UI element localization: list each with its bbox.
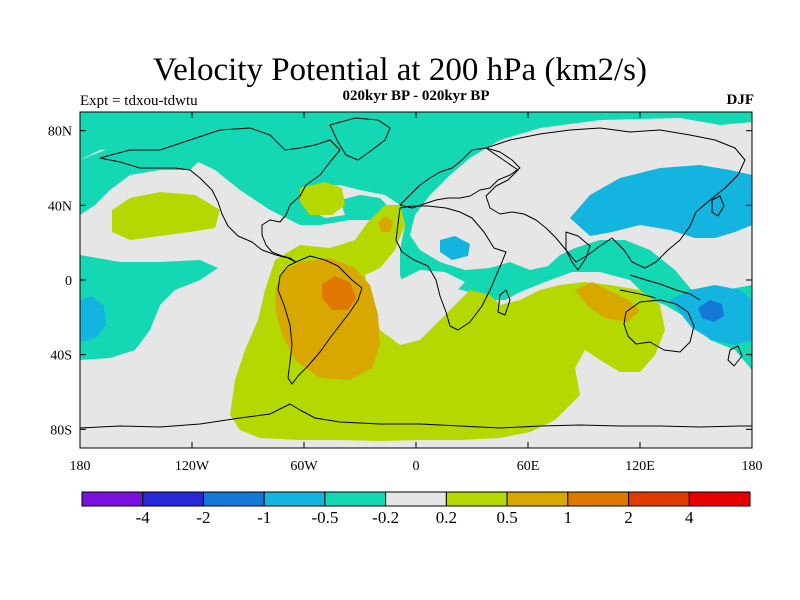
coast-asia bbox=[485, 127, 746, 269]
colorbar-label: 2 bbox=[624, 508, 633, 527]
coast-south-america bbox=[277, 255, 363, 385]
dark-orange-core-brazil bbox=[322, 276, 356, 310]
colorbar-label: -2 bbox=[196, 508, 210, 527]
y-tick-label: 0 bbox=[65, 274, 72, 289]
y-tick-label: 40S bbox=[50, 349, 72, 364]
colorbar-swatch bbox=[506, 491, 569, 507]
teal-region-northwest-lobe bbox=[80, 146, 200, 215]
neutral-holes bbox=[400, 180, 725, 302]
colorbar-label: 0.2 bbox=[436, 508, 457, 527]
coast-europe bbox=[399, 147, 521, 209]
x-tick-label: 180 bbox=[742, 459, 763, 474]
x-tick-label: 120E bbox=[625, 459, 655, 474]
colorbar-swatch bbox=[385, 491, 447, 507]
orange-region-south-america bbox=[275, 258, 380, 380]
colorbar-swatch bbox=[263, 491, 326, 507]
coast-north-america bbox=[99, 127, 341, 263]
y-tick-label: 80N bbox=[48, 125, 72, 140]
colorbar: -4 -2 -1 -0.5 -0.2 0.2 0.5 1 2 4 bbox=[81, 491, 751, 527]
colorbar-swatch bbox=[202, 491, 265, 507]
x-tick-label: 60W bbox=[290, 459, 318, 474]
teal-region-north-atlantic-arctic bbox=[80, 112, 752, 370]
neutral-hole-africa bbox=[400, 270, 465, 302]
coastlines bbox=[80, 117, 752, 429]
orange-region-australia bbox=[575, 282, 640, 322]
coast-japan bbox=[711, 195, 725, 217]
x-tick-label: 60E bbox=[517, 459, 540, 474]
green-region-north-america bbox=[300, 182, 345, 215]
dark-blue-core-west-pacific bbox=[698, 300, 724, 322]
colorbar-label: -0.5 bbox=[311, 508, 338, 527]
coast-madagascar bbox=[497, 289, 511, 316]
colorbar-swatch bbox=[445, 491, 508, 507]
chart-title: Velocity Potential at 200 hPa (km2/s) bbox=[152, 52, 648, 88]
x-tick-label: 180 bbox=[70, 459, 91, 474]
colorbar-swatch bbox=[567, 491, 630, 507]
x-tick-label: 0 bbox=[413, 459, 420, 474]
y-axis: 80N 40N 0 40S 80S bbox=[48, 125, 752, 438]
coast-new-zealand bbox=[727, 345, 743, 367]
colorbar-label: 1 bbox=[564, 508, 573, 527]
coast-africa bbox=[395, 205, 507, 331]
colorbar-swatch bbox=[324, 491, 387, 507]
colorbar-label: -1 bbox=[257, 508, 271, 527]
colorbar-swatch bbox=[688, 491, 751, 507]
coast-antarctica bbox=[80, 403, 752, 429]
coast-india bbox=[565, 231, 591, 271]
orange-spot-west-africa bbox=[378, 216, 393, 232]
x-axis: 180 120W 60W 0 60E 120E 180 bbox=[70, 112, 763, 474]
teal-region-pacific-southwest bbox=[80, 255, 218, 360]
coast-greenland bbox=[329, 117, 391, 161]
neutral-hole-mediterranean bbox=[500, 180, 548, 232]
coast-southeast-asia-islands bbox=[619, 274, 701, 301]
coast-australia bbox=[623, 299, 695, 353]
blue-region-arabia bbox=[440, 236, 470, 260]
blue-region-asia bbox=[570, 165, 752, 238]
colorbar-label: -4 bbox=[136, 508, 151, 527]
colorbar-swatch bbox=[142, 491, 204, 507]
blue-region-dateline-south bbox=[80, 296, 106, 342]
experiment-label: Expt = tdxou-tdwtu bbox=[80, 93, 198, 109]
chart-subtitle: 020kyr BP - 020kyr BP bbox=[342, 88, 490, 104]
positive-anomaly-regions bbox=[112, 182, 665, 441]
neutral-hole-east-asia bbox=[672, 240, 725, 272]
colorbar-label: -0.2 bbox=[372, 508, 399, 527]
y-tick-label: 40N bbox=[48, 199, 72, 214]
y-tick-label: 80S bbox=[50, 423, 72, 438]
colorbar-label: 4 bbox=[685, 508, 694, 527]
colorbar-swatch bbox=[81, 491, 144, 507]
map-field bbox=[80, 112, 752, 448]
green-region-north-pacific bbox=[112, 192, 220, 240]
colorbar-label: 0.5 bbox=[496, 508, 517, 527]
season-label: DJF bbox=[726, 92, 755, 108]
colorbar-swatch bbox=[628, 491, 690, 507]
x-tick-label: 120W bbox=[175, 459, 210, 474]
